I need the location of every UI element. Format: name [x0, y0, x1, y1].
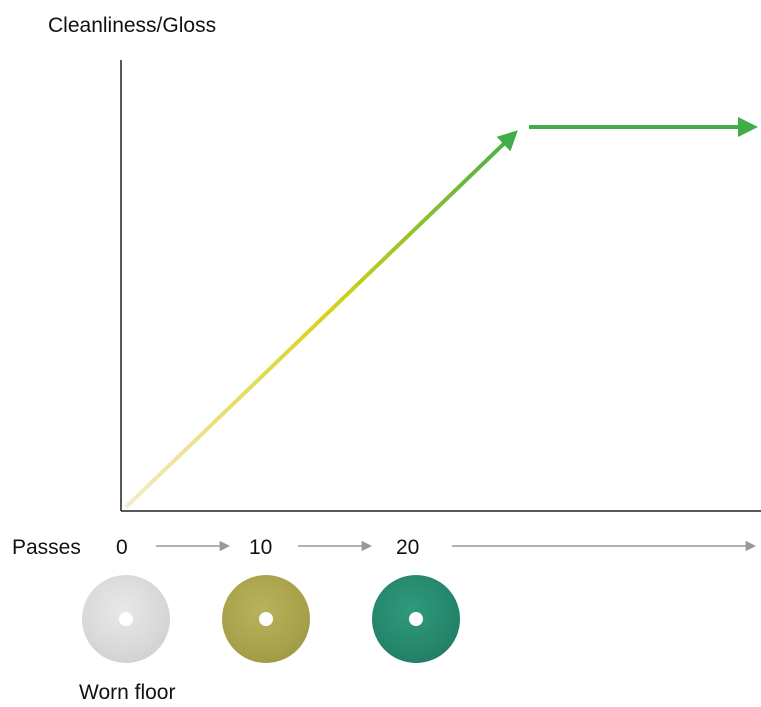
pad-center-hole	[119, 612, 133, 626]
y-axis-label: Cleanliness/Gloss	[48, 14, 217, 37]
pass-20-label: 20	[396, 536, 420, 559]
pass-0-label: 0	[116, 536, 128, 559]
white-pad-icon	[82, 575, 170, 663]
pass-10-label: 10	[249, 536, 273, 559]
green-pad-icon	[222, 575, 310, 663]
teal-pad-icon	[372, 575, 460, 663]
worn-floor-caption: Worn floor	[79, 681, 176, 704]
gloss-rise-arrow	[124, 130, 518, 509]
pad-center-hole	[409, 612, 423, 626]
passes-label: Passes	[12, 536, 81, 559]
pad-center-hole	[259, 612, 273, 626]
